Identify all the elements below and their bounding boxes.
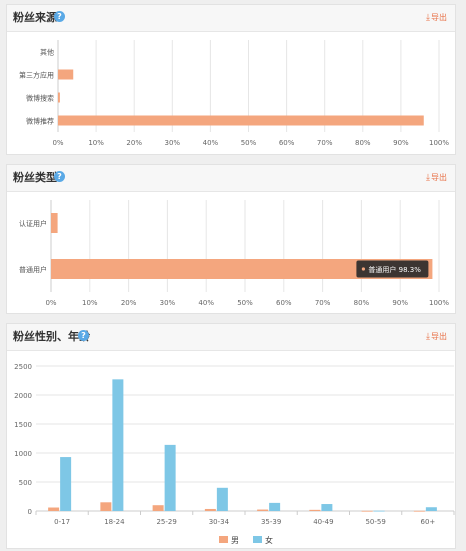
- bar: [321, 504, 333, 511]
- fan-source-panel: 粉丝来源 ? ⤓导出 0% 10% 20% 30% 40% 50% 60% 70% 80% 90%…: [6, 4, 456, 155]
- x-tick-label: 50%: [241, 139, 257, 147]
- x-tick-label: 40%: [203, 139, 219, 147]
- legend-label: 男: [231, 536, 239, 545]
- x-tick-label: 10%: [88, 139, 104, 147]
- x-tick-label: 30-34: [209, 518, 230, 526]
- bar: [48, 507, 60, 511]
- bar: [425, 507, 437, 511]
- x-tick-label: 50-59: [365, 518, 385, 526]
- export-button[interactable]: ⤓导出: [426, 173, 447, 183]
- bar: [413, 510, 425, 512]
- fan-type-panel: 粉丝类型 ? ⤓导出 0% 10% 20% 30% 40% 50% 60% 70% 80% 90%…: [6, 164, 456, 314]
- bar: [100, 502, 112, 511]
- category-label: 其他: [40, 48, 54, 57]
- x-tick-label: 10%: [82, 299, 98, 307]
- download-icon: ⤓: [426, 13, 430, 23]
- x-tick-label: 30%: [160, 299, 176, 307]
- x-tick-label: 60%: [276, 299, 292, 307]
- panel-title: 粉丝来源: [13, 11, 57, 24]
- panel-header: 粉丝类型 ? ⤓导出: [7, 165, 455, 192]
- help-icon[interactable]: ?: [78, 330, 89, 341]
- x-tick-label: 0-17: [54, 518, 70, 526]
- bar: [58, 92, 60, 103]
- bar: [216, 487, 228, 511]
- bar: [164, 444, 176, 511]
- x-tick-label: 50%: [237, 299, 253, 307]
- x-tick-label: 80%: [354, 299, 370, 307]
- export-button[interactable]: ⤓导出: [426, 13, 447, 23]
- tooltip-dot: [361, 267, 366, 271]
- x-tick-label: 90%: [393, 139, 409, 147]
- download-icon: ⤓: [426, 332, 430, 342]
- fan-source-chart: 0% 10% 20% 30% 40% 50% 60% 70% 80% 90% 100% 其他第三方应用…: [19, 40, 449, 147]
- y-tick-label: 2500: [14, 363, 32, 371]
- category-label: 认证用户: [19, 219, 47, 228]
- x-tick-label: 0%: [45, 299, 56, 307]
- legend-label: 女: [265, 535, 273, 545]
- y-tick-label: 2000: [14, 392, 32, 400]
- fan-type-chart: 0% 10% 20% 30% 40% 50% 60% 70% 80% 90% 100% 认证用户普通用…: [19, 200, 449, 307]
- category-label: 微博推荐: [26, 117, 54, 126]
- bar: [269, 502, 281, 511]
- bar: [204, 508, 216, 511]
- legend-swatch: [219, 536, 228, 543]
- fan-gender-age-chart: 0 500 1000 1500 2000 2500 0-17 18-24 25-29 30-34 3…: [14, 363, 455, 545]
- export-button[interactable]: ⤓导出: [426, 332, 447, 342]
- y-tick-label: 0: [28, 508, 32, 516]
- bar: [257, 509, 269, 511]
- category-label: 普通用户: [19, 265, 47, 274]
- bar: [58, 69, 74, 80]
- x-tick-label: 90%: [392, 299, 408, 307]
- x-tick-label: 20%: [126, 139, 142, 147]
- x-tick-label: 60%: [279, 139, 295, 147]
- help-icon[interactable]: ?: [54, 171, 65, 182]
- help-icon[interactable]: ?: [54, 11, 65, 22]
- panel-title: 粉丝性别、年龄: [13, 330, 90, 343]
- bar: [51, 213, 58, 233]
- x-tick-label: 25-29: [156, 518, 176, 526]
- panel-title: 粉丝类型: [13, 171, 57, 184]
- bar: [58, 115, 424, 126]
- x-tick-label: 100%: [429, 139, 449, 147]
- panel-header: 粉丝来源 ? ⤓导出: [7, 5, 455, 32]
- x-tick-label: 18-24: [104, 518, 125, 526]
- bar: [60, 457, 72, 511]
- x-tick-label: 35-39: [261, 518, 281, 526]
- x-tick-label: 40-49: [313, 518, 333, 526]
- x-tick-label: 70%: [315, 299, 331, 307]
- x-tick-label: 80%: [355, 139, 371, 147]
- y-tick-label: 1000: [14, 450, 32, 458]
- panel-header: 粉丝性别、年龄 ? ⤓导出: [7, 324, 455, 351]
- y-tick-label: 1500: [14, 421, 32, 429]
- category-label: 第三方应用: [19, 71, 54, 80]
- download-icon: ⤓: [426, 173, 430, 183]
- legend-swatch: [253, 536, 262, 543]
- bar: [309, 509, 321, 511]
- fan-gender-age-panel: 粉丝性别、年龄 ? ⤓导出 0 500 1000 1500 2000 2500 0-17 18…: [6, 323, 456, 549]
- bar: [361, 510, 373, 512]
- tooltip-box: [356, 260, 429, 278]
- category-label: 微博搜索: [26, 94, 54, 103]
- x-tick-label: 20%: [121, 299, 137, 307]
- tooltip-text: 普通用户 98.3%: [368, 265, 421, 274]
- bar: [51, 259, 433, 279]
- x-tick-label: 0%: [52, 139, 63, 147]
- y-tick-label: 500: [19, 479, 32, 487]
- bar: [152, 505, 164, 511]
- x-tick-label: 40%: [198, 299, 214, 307]
- x-tick-label: 30%: [165, 139, 181, 147]
- x-tick-label: 100%: [429, 299, 449, 307]
- x-tick-label: 70%: [317, 139, 333, 147]
- bar: [373, 510, 385, 512]
- bar: [112, 379, 124, 511]
- x-tick-label: 60+: [420, 518, 435, 526]
